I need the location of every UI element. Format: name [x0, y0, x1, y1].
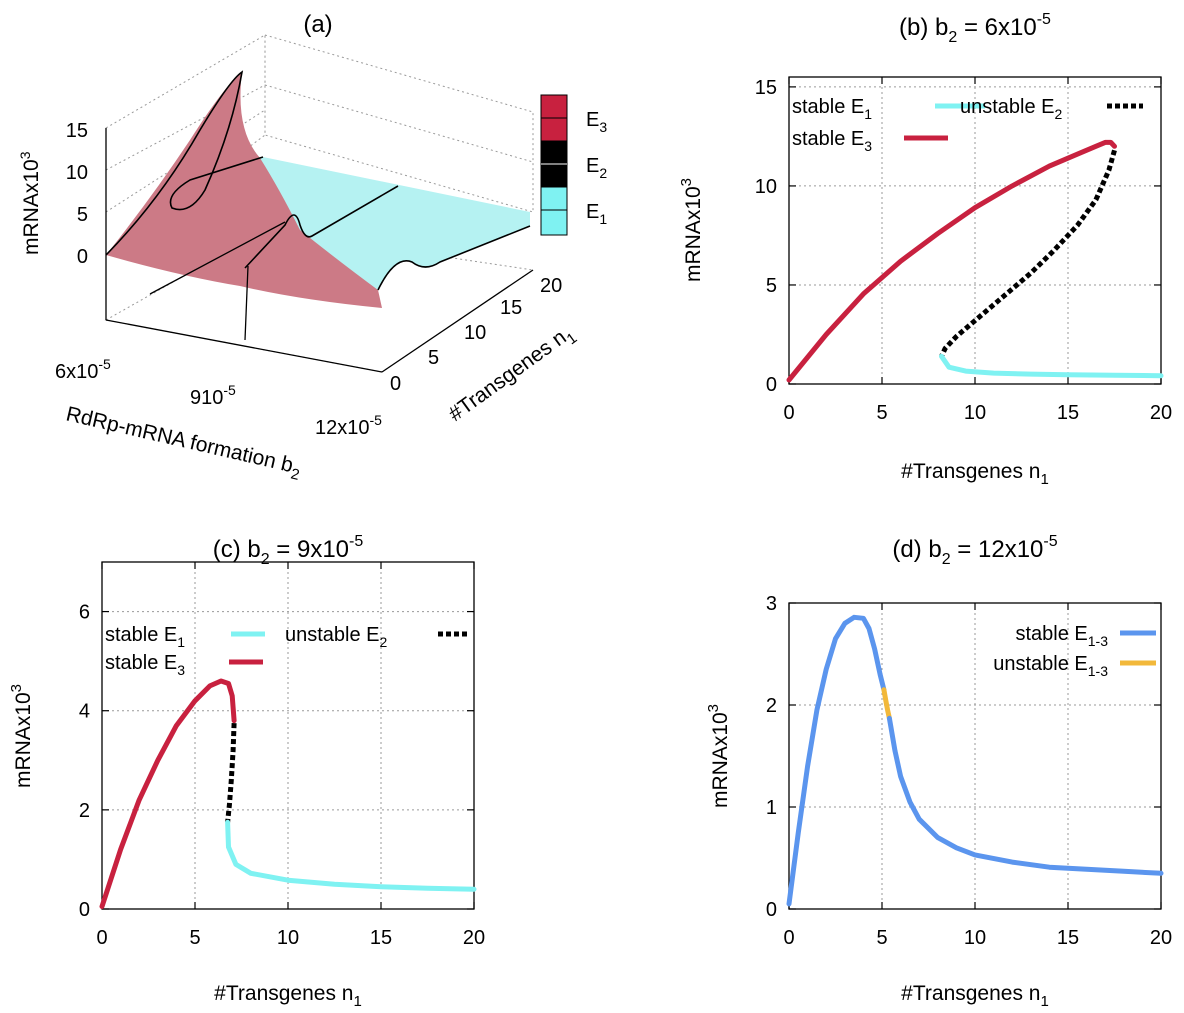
panel-d-series-stable-e1-3 [886, 715, 1164, 876]
panel-c-ytick-label: 4 [79, 701, 90, 723]
panel-c-series-stable-e1 [225, 819, 477, 892]
panel-b-legend-label: unstable E2 [960, 96, 1063, 122]
panel-b-line-chart: (b) b2 = 6x10-5 0 5 10 15 20 0 5 10 15 #Transgenes… [678, 11, 1172, 488]
panel-a-x-label: RdRp-mRNA formation b2 [63, 402, 304, 483]
panel-d-xtick-label: 5 [876, 927, 887, 949]
panel-a-ytick-label: 15 [500, 297, 522, 319]
panel-c-legend-label: stable E3 [105, 652, 185, 678]
panel-a-ztick-label: 15 [66, 120, 88, 142]
panel-a-ytick-label: 20 [540, 275, 562, 297]
panel-d-ytick-label: 0 [766, 899, 777, 921]
panel-b-legend-label: stable E3 [792, 128, 872, 154]
panel-a-surface-plot: (a) 0 5 10 15 mRNAx103 6x10-5 910 [17, 11, 607, 484]
panel-c-series-stable-e3 [99, 678, 237, 909]
panel-c-legend-label: stable E1 [105, 624, 185, 650]
panel-b-y-label: mRNAx103 [678, 178, 705, 282]
panel-c-y-label: mRNAx103 [8, 684, 35, 788]
panel-a-grid-line [105, 109, 266, 213]
panel-a-xtick-label: 910-5 [190, 382, 236, 409]
colorbar-label-e3: E3 [586, 109, 607, 135]
panel-a-floor-line [244, 265, 249, 341]
panel-b-ytick-label: 5 [766, 275, 777, 297]
panel-d-xtick-label: 15 [1057, 927, 1079, 949]
panel-a-ytick-label: 10 [464, 322, 486, 344]
panel-b-xtick-label: 10 [964, 402, 986, 424]
panel-c-xtick-label: 15 [370, 927, 392, 949]
panel-a-ytick-label: 5 [428, 347, 439, 369]
panel-b-xtick-label: 5 [876, 402, 887, 424]
panel-c-xtick-label: 0 [96, 927, 107, 949]
panel-d-legend-label: stable E1-3 [1016, 623, 1109, 649]
panel-c-plot-frame [101, 561, 475, 910]
panel-a-floor-line [149, 221, 286, 295]
panel-b-legend-label: stable E1 [792, 96, 872, 122]
panel-a-curve-back [377, 225, 531, 291]
panel-a-x-axis [105, 319, 383, 373]
panel-d-legend-label: unstable E1-3 [993, 653, 1108, 679]
panel-c-xtick-label: 20 [463, 927, 485, 949]
panel-a-ztick-label: 10 [66, 162, 88, 184]
panel-a-colorbar: E3 E2 E1 [540, 94, 607, 236]
panel-d-series-stable-e1-3 [786, 614, 887, 907]
panel-b-title: (b) b2 = 6x10-5 [899, 11, 1051, 46]
panel-c-legend-label: unstable E2 [285, 624, 388, 650]
panel-a-grid-line [264, 84, 534, 163]
panel-c-ytick-label: 6 [79, 602, 90, 624]
panel-b-ytick-label: 10 [755, 176, 777, 198]
panel-c-xtick-label: 10 [277, 927, 299, 949]
colorbar-e1-swatch [540, 186, 568, 236]
panel-c-series-unstable-e2 [225, 723, 237, 823]
panel-b-series-unstable-e2 [939, 149, 1117, 358]
panel-a-z-label: mRNAx103 [17, 151, 43, 255]
panel-c-line-chart: (c) b2 = 9x10-5 0 5 10 15 20 0 2 4 6 #Transgenes n… [8, 533, 485, 1010]
panel-d-xtick-label: 20 [1150, 927, 1172, 949]
panel-d-xtick-label: 0 [783, 927, 794, 949]
panel-a-curve-mid [244, 185, 399, 269]
panel-b-ytick-label: 15 [755, 77, 777, 99]
colorbar-label-e2: E2 [586, 155, 607, 181]
panel-a-title: (a) [303, 11, 332, 38]
panel-d-ytick-label: 1 [766, 797, 777, 819]
colorbar-label-e1: E1 [586, 201, 607, 227]
panel-a-xtick-label: 6x10-5 [55, 356, 111, 383]
panel-a-xtick-label: 12x10-5 [315, 412, 382, 439]
panel-c-ytick-label: 2 [79, 800, 90, 822]
panel-d-ytick-label: 2 [766, 695, 777, 717]
panel-a-ztick-label: 5 [77, 204, 88, 226]
panel-b-series-stable-e1 [939, 353, 1164, 379]
panel-a-curve-front [105, 70, 264, 256]
panel-b-x-label: #Transgenes n1 [901, 460, 1049, 488]
panel-a-z-ticks: 0 5 10 15 [66, 120, 88, 268]
panel-d-series-unstable-e1-3 [881, 687, 892, 721]
panel-b-xtick-label: 15 [1057, 402, 1079, 424]
panel-d-y-label: mRNAx103 [705, 704, 732, 808]
panel-c-title: (c) b2 = 9x10-5 [213, 533, 364, 568]
panel-a-ztick-label: 0 [77, 246, 88, 268]
panel-a-ytick-label: 0 [390, 373, 401, 395]
panel-c-xtick-label: 5 [189, 927, 200, 949]
panel-a-surface-e3 [106, 72, 382, 308]
panel-b-series-stable-e3 [786, 139, 1117, 383]
panel-c-ytick-label: 0 [79, 899, 90, 921]
panel-d-ytick-label: 3 [766, 593, 777, 615]
panel-d-line-chart: (d) b2 = 12x10-5 0 5 10 15 20 0 1 2 3 #Transgenes … [705, 533, 1172, 1010]
panel-d-x-label: #Transgenes n1 [901, 982, 1049, 1010]
panel-d-xtick-label: 10 [964, 927, 986, 949]
panel-b-xtick-label: 0 [783, 402, 794, 424]
panel-d-title: (d) b2 = 12x10-5 [892, 533, 1057, 568]
panel-c-x-label: #Transgenes n1 [214, 982, 362, 1010]
panel-a-y-axis [381, 269, 534, 373]
panel-b-xtick-label: 20 [1150, 402, 1172, 424]
panel-b-ytick-label: 0 [766, 374, 777, 396]
